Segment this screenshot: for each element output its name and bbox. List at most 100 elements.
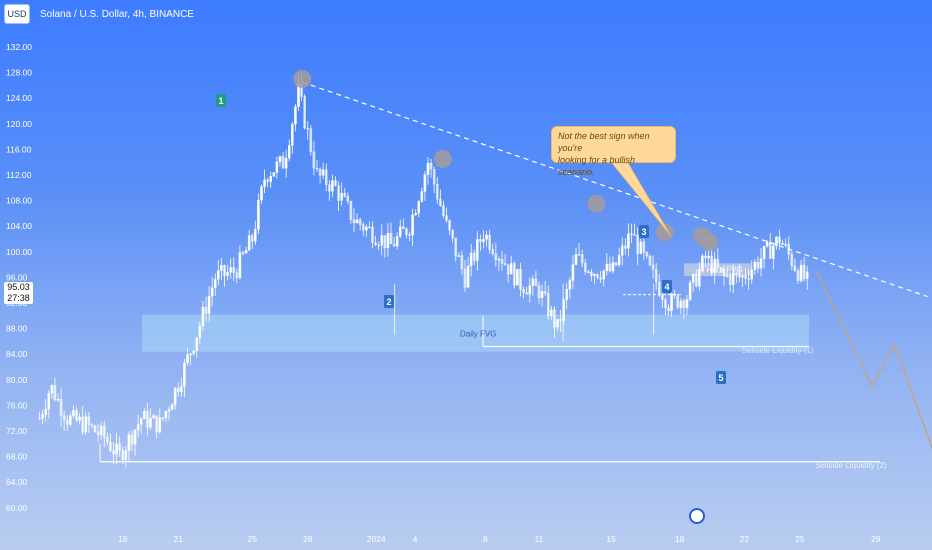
candle-body xyxy=(621,245,624,256)
step-marker-label: 2 xyxy=(386,297,391,307)
candle-body xyxy=(543,291,547,294)
candle-body xyxy=(130,434,134,445)
candle-body xyxy=(337,185,340,201)
candle-body xyxy=(796,270,800,281)
x-tick-label: 21 xyxy=(174,534,184,544)
candle-body xyxy=(624,245,627,249)
candle-body xyxy=(738,273,741,278)
candle-body xyxy=(599,277,602,280)
candle-body xyxy=(571,264,575,281)
candle-body xyxy=(503,263,507,265)
candle-body xyxy=(593,274,596,276)
candle-body xyxy=(377,244,380,247)
candle-body xyxy=(346,196,350,202)
candle-body xyxy=(66,419,69,425)
candle-body xyxy=(303,96,306,129)
candle-body xyxy=(645,252,649,257)
y-tick-label: 112.00 xyxy=(6,170,32,180)
candle-body xyxy=(352,219,356,224)
candle-body xyxy=(636,234,639,254)
candle-body xyxy=(284,157,288,169)
y-tick-label: 72.00 xyxy=(6,426,28,436)
sellside-liquidity-2-label: Sellside Liquidity (2) xyxy=(815,461,887,470)
candle-body xyxy=(250,235,254,242)
annotation-callout[interactable]: Not the best sign when you're looking fo… xyxy=(551,126,676,177)
y-tick-label: 116.00 xyxy=(6,144,32,154)
candle-body xyxy=(732,272,735,285)
step-marker-badge xyxy=(384,295,394,308)
candle-body xyxy=(118,443,121,451)
projection-arrow-path xyxy=(815,270,932,450)
candle-body xyxy=(241,252,245,254)
candle-body xyxy=(306,127,309,130)
candle-body xyxy=(654,269,658,283)
candle-body xyxy=(562,299,565,321)
x-tick-label: 28 xyxy=(303,534,313,544)
x-tick-label: 4 xyxy=(413,534,418,544)
descending-trendline xyxy=(302,81,928,298)
y-tick-label: 60.00 xyxy=(6,503,28,513)
candle-body xyxy=(750,269,754,280)
candle-body xyxy=(482,239,485,242)
candle-body xyxy=(349,201,353,220)
candle-body xyxy=(161,417,165,419)
candle-body xyxy=(769,241,772,259)
candle-body xyxy=(143,411,146,419)
candle-body xyxy=(753,261,757,270)
candle-body xyxy=(207,296,211,314)
candle-body xyxy=(93,425,97,433)
candle-body xyxy=(368,226,371,229)
candle-body xyxy=(78,416,81,421)
candle-body xyxy=(158,417,161,433)
step-marker-label: 4 xyxy=(664,282,669,292)
candle-body xyxy=(365,226,368,231)
x-tick-label: 18 xyxy=(118,534,128,544)
y-tick-label: 80.00 xyxy=(6,375,28,385)
sellside-liquidity-1-label: Sellside Liquidity (1) xyxy=(742,346,814,355)
candle-body xyxy=(328,184,331,192)
x-tick-label: 18 xyxy=(675,534,685,544)
x-tick-label: 22 xyxy=(740,534,750,544)
candle-body xyxy=(180,386,183,393)
trendline-touch-circle xyxy=(433,150,452,168)
candle-body xyxy=(725,275,729,277)
candle-body xyxy=(269,176,272,182)
candle-body xyxy=(479,239,482,242)
candle-body xyxy=(244,250,248,254)
projection-arrowhead xyxy=(889,343,898,352)
candle-body xyxy=(617,255,621,266)
candle-body xyxy=(62,415,66,421)
candle-body xyxy=(448,220,451,231)
candle-body xyxy=(667,307,670,311)
candle-body xyxy=(411,214,414,236)
candle-body xyxy=(534,278,538,286)
candle-body xyxy=(679,300,683,308)
tradingview-logo-icon[interactable] xyxy=(689,508,705,524)
candle-body xyxy=(81,416,84,433)
candle-body xyxy=(519,269,522,290)
x-tick-label: 15 xyxy=(606,534,616,544)
candle-body xyxy=(198,325,202,338)
candle-body xyxy=(460,255,464,270)
candle-body xyxy=(321,169,325,176)
candle-body xyxy=(719,267,723,270)
candle-body xyxy=(309,128,313,153)
candle-body xyxy=(710,255,713,273)
candle-body xyxy=(688,282,692,300)
step-marker-badge xyxy=(662,280,672,293)
candle-body xyxy=(728,275,732,285)
currency-button[interactable]: USD xyxy=(4,4,30,24)
candle-body xyxy=(509,263,513,275)
candle-body xyxy=(213,278,217,288)
candle-body xyxy=(361,224,365,231)
candle-body xyxy=(133,429,137,445)
candle-body xyxy=(59,399,63,416)
candle-body xyxy=(232,267,235,273)
symbol-title: Solana / U.S. Dollar, 4h, BINANCE xyxy=(40,8,194,20)
candle-body xyxy=(229,267,232,273)
y-tick-label: 84.00 xyxy=(6,349,28,359)
candle-body xyxy=(497,258,501,261)
candle-body xyxy=(53,385,57,401)
